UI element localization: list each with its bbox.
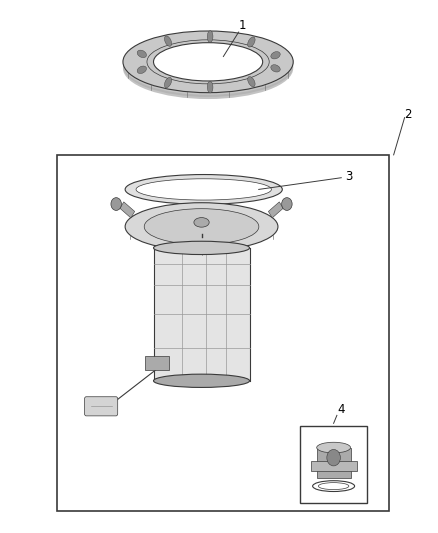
- Ellipse shape: [123, 35, 293, 97]
- Ellipse shape: [153, 374, 250, 387]
- Bar: [311, 462, 357, 471]
- FancyArrow shape: [120, 202, 134, 218]
- Text: 4: 4: [337, 403, 344, 416]
- Circle shape: [282, 198, 292, 211]
- Ellipse shape: [271, 64, 280, 72]
- Ellipse shape: [153, 241, 250, 255]
- Ellipse shape: [247, 77, 255, 87]
- Ellipse shape: [137, 50, 146, 58]
- Bar: [317, 448, 350, 479]
- Ellipse shape: [125, 174, 283, 204]
- Bar: [300, 426, 367, 503]
- Circle shape: [327, 449, 340, 466]
- Ellipse shape: [125, 203, 278, 251]
- Ellipse shape: [247, 37, 255, 47]
- Ellipse shape: [123, 31, 293, 93]
- Text: 1: 1: [239, 19, 246, 33]
- Ellipse shape: [164, 36, 172, 46]
- Text: 3: 3: [346, 171, 353, 183]
- Ellipse shape: [194, 217, 209, 227]
- Ellipse shape: [136, 179, 272, 200]
- Text: 2: 2: [405, 108, 412, 120]
- Ellipse shape: [123, 37, 293, 99]
- FancyArrow shape: [268, 202, 283, 218]
- Ellipse shape: [207, 81, 213, 93]
- Bar: [57, 155, 389, 511]
- Ellipse shape: [271, 52, 280, 59]
- Ellipse shape: [207, 31, 213, 43]
- Ellipse shape: [144, 209, 259, 245]
- Ellipse shape: [164, 77, 172, 88]
- Bar: [153, 248, 250, 381]
- Circle shape: [111, 198, 121, 211]
- Bar: [145, 356, 169, 370]
- Ellipse shape: [137, 66, 146, 74]
- Ellipse shape: [317, 442, 350, 453]
- Ellipse shape: [123, 33, 293, 95]
- Ellipse shape: [153, 43, 263, 81]
- FancyBboxPatch shape: [85, 397, 118, 416]
